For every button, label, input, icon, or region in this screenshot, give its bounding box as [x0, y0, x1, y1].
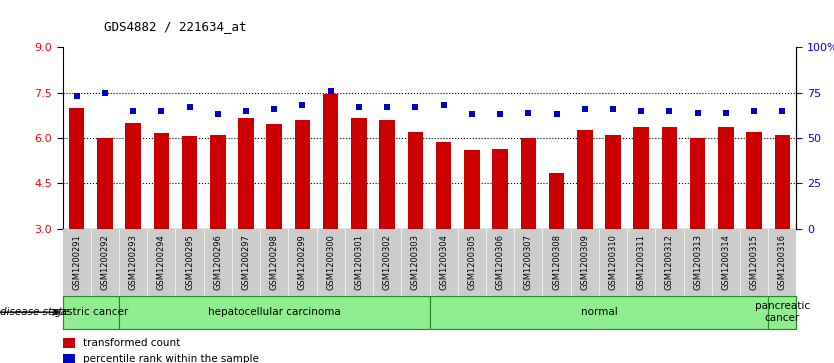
Point: [578, 106, 591, 112]
Point: [380, 104, 394, 110]
Text: GSM1200313: GSM1200313: [693, 234, 702, 290]
Bar: [436, 143, 451, 229]
Text: GSM1200299: GSM1200299: [298, 234, 307, 290]
Text: GSM1200297: GSM1200297: [242, 234, 250, 290]
Point: [296, 102, 309, 108]
Bar: [63, 354, 75, 363]
Point: [239, 108, 253, 114]
Text: GSM1200291: GSM1200291: [73, 234, 81, 290]
Bar: [125, 123, 141, 229]
Bar: [690, 138, 706, 229]
Text: GSM1200305: GSM1200305: [467, 234, 476, 290]
Bar: [775, 135, 790, 229]
Text: GSM1200316: GSM1200316: [778, 234, 786, 290]
Bar: [379, 120, 395, 229]
Point: [98, 90, 112, 95]
Text: transformed count: transformed count: [83, 338, 181, 348]
Bar: [69, 108, 84, 229]
Text: GSM1200296: GSM1200296: [214, 234, 223, 290]
Text: GSM1200301: GSM1200301: [354, 234, 364, 290]
Point: [127, 108, 140, 114]
Bar: [430, 296, 768, 329]
Text: normal: normal: [580, 307, 617, 317]
Point: [663, 108, 676, 114]
Text: GSM1200293: GSM1200293: [128, 234, 138, 290]
Text: GSM1200306: GSM1200306: [495, 234, 505, 290]
Point: [409, 104, 422, 110]
Text: pancreatic
cancer: pancreatic cancer: [755, 301, 810, 323]
Text: GSM1200310: GSM1200310: [609, 234, 617, 290]
Bar: [520, 138, 536, 229]
Bar: [718, 127, 734, 229]
Text: GSM1200302: GSM1200302: [383, 234, 392, 290]
Text: GSM1200309: GSM1200309: [580, 234, 590, 290]
Point: [691, 110, 705, 115]
Bar: [323, 94, 339, 229]
Text: GSM1200315: GSM1200315: [750, 234, 759, 290]
Text: GSM1200300: GSM1200300: [326, 234, 335, 290]
Point: [747, 108, 761, 114]
Point: [494, 111, 507, 117]
Bar: [661, 127, 677, 229]
Text: GDS4882 / 221634_at: GDS4882 / 221634_at: [104, 20, 247, 33]
Bar: [464, 150, 480, 229]
Text: GSM1200298: GSM1200298: [269, 234, 279, 290]
Point: [776, 108, 789, 114]
Text: GSM1200292: GSM1200292: [100, 234, 109, 290]
Point: [211, 111, 224, 117]
Text: GSM1200304: GSM1200304: [440, 234, 448, 290]
Point: [719, 110, 732, 115]
Bar: [63, 338, 75, 348]
Text: GSM1200307: GSM1200307: [524, 234, 533, 290]
Text: disease state: disease state: [0, 307, 69, 317]
Bar: [351, 118, 367, 229]
Bar: [294, 120, 310, 229]
Point: [352, 104, 365, 110]
Text: GSM1200314: GSM1200314: [721, 234, 731, 290]
Bar: [210, 135, 225, 229]
Text: hepatocellular carcinoma: hepatocellular carcinoma: [208, 307, 340, 317]
Bar: [182, 136, 198, 229]
Point: [437, 102, 450, 108]
Bar: [97, 138, 113, 229]
Text: GSM1200294: GSM1200294: [157, 234, 166, 290]
Point: [70, 93, 83, 99]
Bar: [267, 124, 282, 229]
Bar: [492, 148, 508, 229]
Bar: [119, 296, 430, 329]
Text: GSM1200308: GSM1200308: [552, 234, 561, 290]
Bar: [63, 296, 119, 329]
Bar: [746, 132, 762, 229]
Point: [324, 88, 338, 94]
Text: GSM1200295: GSM1200295: [185, 234, 194, 290]
Bar: [549, 173, 565, 229]
Point: [606, 106, 620, 112]
Bar: [153, 133, 169, 229]
Bar: [634, 127, 649, 229]
Point: [465, 111, 479, 117]
Point: [635, 108, 648, 114]
Bar: [605, 135, 620, 229]
Text: GSM1200311: GSM1200311: [636, 234, 646, 290]
Point: [268, 106, 281, 112]
Point: [183, 104, 196, 110]
Text: percentile rank within the sample: percentile rank within the sample: [83, 354, 259, 363]
Bar: [768, 296, 796, 329]
Text: GSM1200303: GSM1200303: [411, 234, 420, 290]
Text: gastric cancer: gastric cancer: [53, 307, 128, 317]
Point: [550, 111, 563, 117]
Point: [521, 110, 535, 115]
Point: [154, 108, 168, 114]
Bar: [239, 118, 254, 229]
Text: GSM1200312: GSM1200312: [665, 234, 674, 290]
Bar: [408, 132, 423, 229]
Bar: [577, 130, 592, 229]
